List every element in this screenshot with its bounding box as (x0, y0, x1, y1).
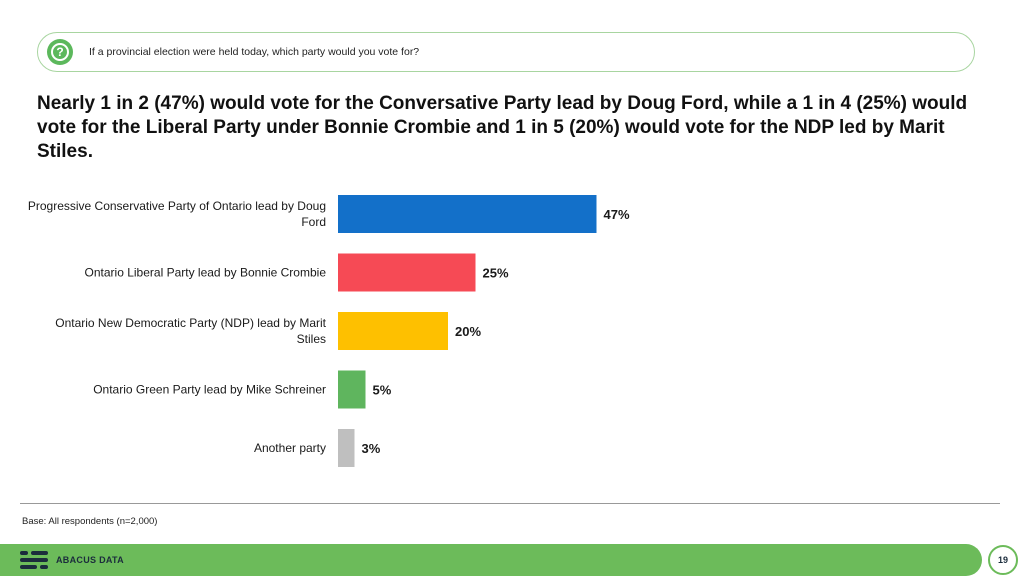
bar (338, 195, 597, 233)
data-label: 3% (362, 441, 381, 456)
data-label: 25% (483, 266, 509, 281)
bar (338, 312, 448, 350)
bar (338, 429, 355, 467)
brand-name: ABACUS DATA (56, 555, 124, 565)
bar (338, 370, 366, 409)
category-label: Ontario Green Party lead by Mike Schrein… (93, 383, 326, 397)
question-mark-icon: ? (47, 39, 73, 65)
headline: Nearly 1 in 2 (47%) would vote for the C… (37, 93, 968, 162)
bar-chart: Progressive Conservative Party of Ontari… (28, 195, 630, 467)
page-number: 19 (988, 545, 1018, 575)
question-banner: ? If a provincial election were held tod… (37, 32, 975, 72)
category-label: Another party (254, 441, 326, 455)
data-label: 20% (455, 324, 481, 339)
category-label: Progressive Conservative Party of Ontari… (28, 199, 326, 229)
base-note: Base: All respondents (n=2,000) (22, 516, 158, 527)
category-label: Ontario New Democratic Party (NDP) lead … (55, 316, 326, 346)
divider (20, 503, 1000, 504)
bar (338, 253, 476, 292)
category-label: Ontario Liberal Party lead by Bonnie Cro… (85, 266, 327, 280)
data-label: 47% (604, 207, 630, 222)
question-text: If a provincial election were held today… (89, 46, 420, 58)
abacus-logo-icon (20, 551, 48, 569)
data-label: 5% (373, 383, 392, 398)
footer-bar: ABACUS DATA (0, 544, 982, 576)
